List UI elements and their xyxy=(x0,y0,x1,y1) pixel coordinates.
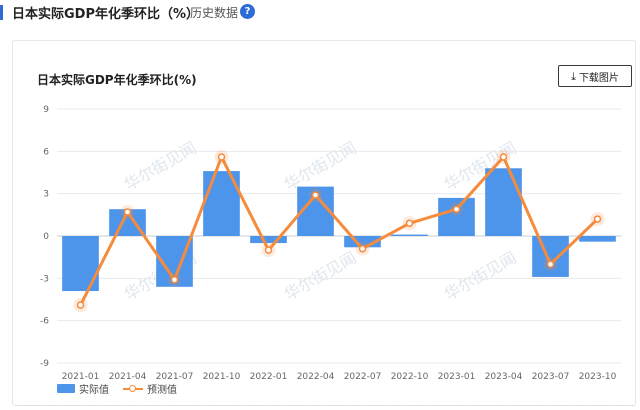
forecast-point xyxy=(123,208,132,216)
forecast-point xyxy=(76,301,85,309)
bar xyxy=(532,236,569,277)
forecast-point xyxy=(593,215,602,223)
bar xyxy=(438,197,475,236)
forecast-line xyxy=(79,155,599,306)
header-accent-bar xyxy=(0,5,3,20)
download-label: 下载图片 xyxy=(578,72,619,84)
y-tick-label: -6 xyxy=(40,317,49,327)
bar xyxy=(579,236,616,242)
x-tick-label: 2021-04 xyxy=(109,372,147,382)
x-tick-label: 2023-07 xyxy=(532,372,570,382)
y-tick-label: -3 xyxy=(40,274,49,284)
forecast-point xyxy=(217,153,226,161)
x-tick-label: 2021-10 xyxy=(203,372,241,382)
chart-plot: 华尔街见闻华尔街见闻华尔街见闻华尔街见闻华尔街见闻华尔街见闻9630-3-6-9… xyxy=(40,105,621,382)
watermark-text: 华尔街见闻 xyxy=(281,138,360,194)
bar xyxy=(485,168,522,236)
x-tick-label: 2023-04 xyxy=(485,372,523,382)
x-tick-label: 2022-07 xyxy=(344,372,382,382)
forecast-point xyxy=(311,191,320,199)
y-tick-label: 6 xyxy=(43,147,49,157)
x-tick-label: 2023-01 xyxy=(438,372,476,382)
page-header: 日本实际GDP年化季环比（%） 历史数据 ? xyxy=(0,0,640,26)
bar xyxy=(250,236,287,244)
forecast-point xyxy=(264,246,273,254)
download-image-button[interactable]: ⤓ 下载图片 xyxy=(558,65,632,87)
legend-item-actual[interactable]: 实际值 xyxy=(57,381,109,396)
x-tick-label: 2022-04 xyxy=(297,372,335,382)
watermark-text: 华尔街见闻 xyxy=(441,248,520,304)
chart-title: 日本实际GDP年化季环比(%) xyxy=(37,73,197,87)
watermark-text: 华尔街见闻 xyxy=(121,138,200,194)
x-tick-label: 2021-01 xyxy=(62,372,100,382)
y-tick-label: 3 xyxy=(43,190,49,200)
forecast-point xyxy=(358,244,367,253)
chart-card: 日本实际GDP年化季环比(%) ⤓ 下载图片 华尔街见闻 华尔街见闻 华尔街见闻 华尔… xyxy=(12,40,636,406)
download-icon: ⤓ xyxy=(571,69,576,83)
forecast-point xyxy=(405,219,414,228)
chart-legend: 实际值 预测值 xyxy=(57,381,177,396)
page-title: 日本实际GDP年化季环比（%） xyxy=(12,7,200,22)
forecast-point xyxy=(452,205,461,213)
history-data-link[interactable]: 历史数据 xyxy=(190,6,239,20)
help-icon[interactable]: ? xyxy=(240,4,255,19)
bar xyxy=(344,236,381,248)
legend-label-forecast: 预测值 xyxy=(147,385,177,396)
forecast-point xyxy=(170,275,179,284)
bar xyxy=(391,234,428,236)
y-tick-label: -9 xyxy=(40,359,49,369)
y-tick-label: 9 xyxy=(43,105,49,115)
legend-swatch-line xyxy=(123,384,143,393)
legend-item-forecast[interactable]: 预测值 xyxy=(123,381,177,396)
card-footer-divider xyxy=(18,405,634,406)
forecast-point xyxy=(546,260,555,268)
x-tick-label: 2021-07 xyxy=(156,372,194,382)
legend-swatch-bar xyxy=(57,384,75,393)
watermark-text: 华尔街见闻 xyxy=(281,248,360,304)
y-tick-label: 0 xyxy=(43,232,49,242)
x-tick-label: 2022-10 xyxy=(391,372,429,382)
x-tick-label: 2023-10 xyxy=(579,372,617,382)
forecast-point xyxy=(499,153,508,161)
legend-label-actual: 实际值 xyxy=(79,385,109,396)
x-tick-label: 2022-01 xyxy=(250,372,288,382)
